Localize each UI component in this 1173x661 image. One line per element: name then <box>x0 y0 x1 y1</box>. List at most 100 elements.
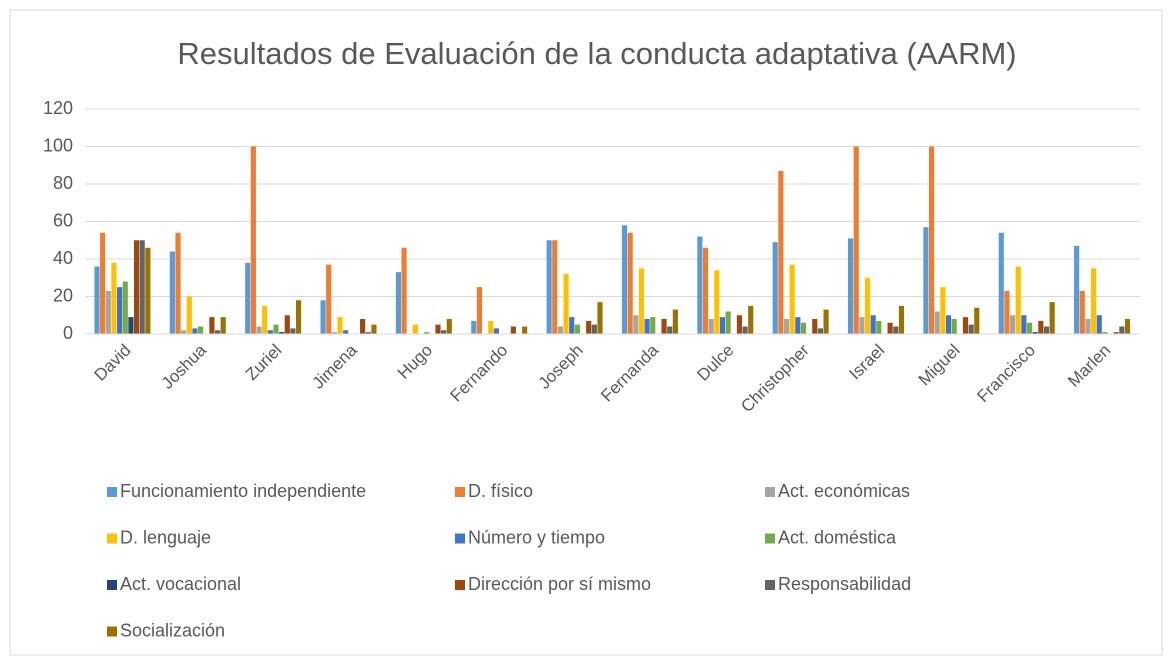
bar <box>192 328 198 334</box>
bar <box>128 317 134 334</box>
bar <box>245 262 251 334</box>
bar <box>175 232 181 334</box>
legend-swatch <box>765 580 775 590</box>
bar <box>435 324 441 334</box>
bar <box>412 324 418 334</box>
bar <box>510 326 516 334</box>
bar <box>778 170 784 334</box>
legend-swatch <box>107 626 117 637</box>
legend-label: Funcionamiento independiente <box>120 481 366 501</box>
bar <box>591 324 597 334</box>
bar <box>1026 322 1033 334</box>
bar <box>279 332 285 334</box>
bar <box>736 315 742 334</box>
bar <box>122 281 128 334</box>
bar <box>1032 332 1038 334</box>
bar <box>998 232 1004 334</box>
bar <box>181 330 187 334</box>
bar <box>569 317 575 334</box>
bar <box>1085 319 1091 334</box>
bar <box>111 262 117 334</box>
bar <box>934 311 940 334</box>
bar <box>320 300 326 334</box>
bar <box>1119 326 1125 334</box>
bar <box>267 330 273 334</box>
bar <box>708 319 714 334</box>
bar <box>250 146 256 334</box>
legend-swatch <box>107 533 117 544</box>
bar <box>343 330 349 334</box>
bar <box>1102 332 1108 334</box>
bar <box>586 320 592 334</box>
bar <box>371 324 377 334</box>
bar <box>284 315 290 334</box>
legend-swatch <box>765 533 775 544</box>
bar <box>424 332 430 334</box>
legend-swatch <box>765 487 775 497</box>
bar <box>220 317 226 334</box>
legend-label: Dirección por sí mismo <box>468 574 651 594</box>
y-tick-label: 60 <box>53 210 73 230</box>
bar <box>940 287 946 334</box>
y-tick-label: 100 <box>43 135 73 155</box>
bar <box>633 315 639 334</box>
bar <box>748 305 754 334</box>
bar <box>574 324 580 334</box>
legend-label: Act. económicas <box>778 481 910 501</box>
bar <box>331 332 337 334</box>
bar <box>1004 290 1010 334</box>
legend-swatch <box>107 487 117 497</box>
bar <box>493 328 499 334</box>
bar <box>638 268 645 334</box>
bar <box>552 240 558 334</box>
bar <box>812 319 818 334</box>
bar <box>742 326 748 334</box>
legend-label: D. lenguaje <box>120 527 211 547</box>
y-tick-label: 20 <box>53 285 73 305</box>
bar <box>365 332 371 334</box>
bar <box>800 322 807 334</box>
chart-title: Resultados de Evaluación de la conducta … <box>177 36 1016 71</box>
bar <box>488 320 494 334</box>
bar <box>1015 266 1021 334</box>
bar <box>772 242 778 334</box>
bar <box>262 305 268 334</box>
bar <box>876 320 882 334</box>
bar <box>853 146 859 334</box>
bar <box>870 315 876 334</box>
bar <box>697 236 703 334</box>
bar <box>667 326 673 334</box>
bar <box>887 322 893 334</box>
bar <box>401 247 407 334</box>
bar <box>1038 320 1044 334</box>
bar <box>661 319 667 334</box>
bar <box>1074 245 1080 334</box>
legend-swatch <box>107 580 117 590</box>
legend-swatch <box>455 487 465 497</box>
bar <box>169 251 175 334</box>
bar <box>145 247 151 334</box>
bar <box>621 225 628 334</box>
bar <box>1113 332 1119 334</box>
bar <box>139 240 145 334</box>
bar <box>974 307 980 334</box>
bar <box>789 264 795 334</box>
bar <box>337 317 343 334</box>
y-tick-label: 80 <box>53 173 73 193</box>
bar <box>672 309 678 334</box>
bar <box>795 317 801 334</box>
bar <box>186 296 192 334</box>
bar <box>476 287 483 334</box>
bar <box>1043 326 1050 334</box>
bar <box>214 330 221 334</box>
y-tick-label: 40 <box>53 248 73 268</box>
bar <box>273 324 279 334</box>
bar <box>627 232 633 334</box>
bar <box>296 300 302 334</box>
bar <box>847 238 854 334</box>
bar <box>198 326 204 334</box>
bar <box>823 309 829 334</box>
bar <box>546 240 552 334</box>
bar <box>650 317 656 334</box>
